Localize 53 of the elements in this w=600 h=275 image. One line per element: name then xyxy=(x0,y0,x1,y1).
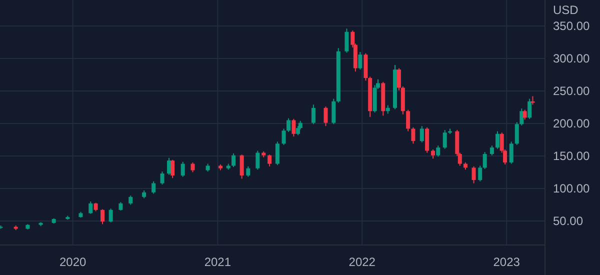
candlestick xyxy=(425,126,430,154)
candlestick xyxy=(246,166,250,178)
candlestick xyxy=(160,171,164,186)
candlestick xyxy=(275,141,280,166)
candlestick xyxy=(496,130,500,150)
candlestick xyxy=(282,128,286,146)
y-axis-title: USD xyxy=(553,3,579,17)
y-tick-label: 300.00 xyxy=(553,52,590,66)
candlestick xyxy=(88,200,93,214)
candlestick xyxy=(478,165,482,182)
candlestick xyxy=(100,208,105,225)
candlestick xyxy=(332,98,336,125)
candlestick xyxy=(240,154,244,180)
candlestick xyxy=(358,51,362,70)
y-tick-label: 250.00 xyxy=(553,84,590,98)
x-tick-label: 2023 xyxy=(493,255,520,270)
candlestick xyxy=(170,159,175,179)
candlestick xyxy=(311,104,316,125)
y-tick-label: 50.00 xyxy=(553,214,584,228)
candlestick xyxy=(344,28,349,54)
candlestick xyxy=(256,150,260,170)
candlestick xyxy=(152,180,156,194)
candlestick xyxy=(442,129,447,150)
candlestick xyxy=(420,126,424,143)
candlestick xyxy=(406,109,410,132)
candlestick xyxy=(514,122,519,146)
candlestick xyxy=(286,118,291,132)
candlestick xyxy=(324,106,328,127)
candlestick xyxy=(292,118,296,137)
candlestick xyxy=(482,152,487,170)
y-tick-label: 150.00 xyxy=(553,149,590,164)
candlestick xyxy=(436,145,440,158)
candlestick xyxy=(411,126,416,144)
x-tick-label: 2020 xyxy=(59,255,86,270)
candlestick xyxy=(522,109,527,120)
y-tick-label: 100.00 xyxy=(553,182,590,196)
candlestick xyxy=(430,148,435,160)
candlestick xyxy=(528,98,532,120)
y-tick-label: 200.00 xyxy=(553,116,590,131)
y-tick-label: 350.00 xyxy=(553,19,590,34)
candlestick xyxy=(232,152,236,168)
candlestick xyxy=(190,162,195,173)
candlestick xyxy=(364,52,368,82)
candlestick xyxy=(180,161,185,178)
x-tick-label: 2021 xyxy=(204,255,232,270)
candlestick xyxy=(128,195,133,206)
candlestick xyxy=(520,108,524,126)
candlestick xyxy=(268,154,272,167)
candlestick xyxy=(490,145,494,156)
candlestick xyxy=(108,208,113,223)
x-tick-label: 2022 xyxy=(348,255,376,270)
candlestick xyxy=(472,166,476,184)
candlestick xyxy=(509,141,514,164)
